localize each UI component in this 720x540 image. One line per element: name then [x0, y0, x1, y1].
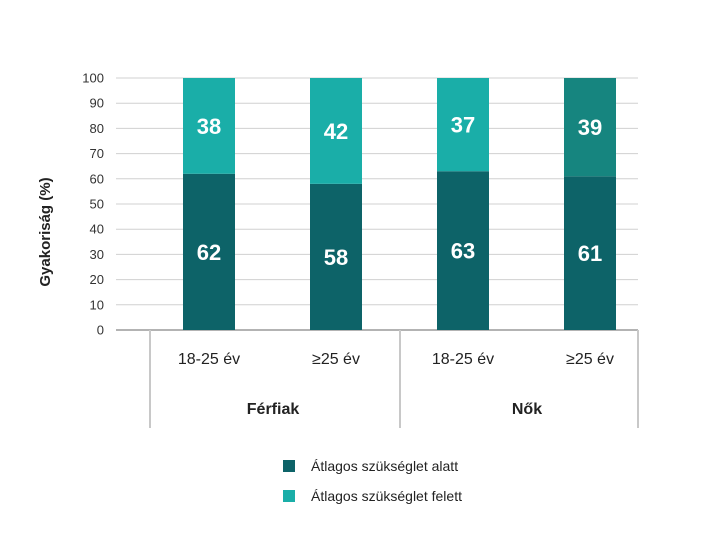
y-axis-ticks: 0 10 20 30 40 50 60 70 80 90 100	[82, 71, 104, 338]
y-tick-label: 90	[90, 96, 104, 111]
bars: 62 38 58 42 63 37 61 39	[183, 78, 616, 330]
x-group-label: Nők	[512, 401, 542, 418]
y-tick-label: 70	[90, 146, 104, 161]
x-tick-label: ≥25 év	[566, 351, 614, 368]
bar-segment	[183, 173, 235, 330]
data-label: 61	[578, 241, 602, 266]
bar-segment	[564, 78, 616, 177]
y-axis-label: Gyakoriság (%)	[37, 177, 54, 286]
y-tick-label: 40	[90, 222, 104, 237]
y-tick-label: 0	[97, 323, 104, 338]
bar-segment	[437, 78, 489, 172]
data-label: 63	[451, 239, 475, 264]
x-tick-label: 18-25 év	[178, 351, 240, 368]
legend-swatch	[283, 460, 295, 472]
x-tick-label: ≥25 év	[312, 351, 360, 368]
data-label: 38	[197, 114, 221, 139]
y-tick-label: 50	[90, 197, 104, 212]
y-tick-label: 20	[90, 272, 104, 287]
data-label: 39	[578, 115, 602, 140]
y-tick-label: 100	[82, 71, 104, 86]
data-label: 37	[451, 113, 475, 138]
legend-label: Átlagos szükséglet felett	[311, 488, 462, 504]
x-group-label: Férfiak	[247, 401, 300, 418]
y-tick-label: 10	[90, 297, 104, 312]
bar-segment	[183, 78, 235, 174]
bar-segment	[437, 171, 489, 330]
data-label: 58	[324, 245, 348, 270]
y-tick-label: 80	[90, 121, 104, 136]
x-axis: 18-25 év ≥25 év 18-25 év ≥25 év Férfiak Nők	[149, 330, 639, 428]
bar-segment	[310, 183, 362, 330]
legend-label: Átlagos szükséglet alatt	[311, 458, 458, 474]
x-tick-label: 18-25 év	[432, 351, 494, 368]
legend-swatch	[283, 490, 295, 502]
y-tick-label: 30	[90, 247, 104, 262]
bar-segment	[564, 176, 616, 330]
legend: Átlagos szükséglet alatt Átlagos szükségl…	[283, 458, 462, 504]
y-tick-label: 60	[90, 171, 104, 186]
data-label: 42	[324, 119, 348, 144]
data-label: 62	[197, 240, 221, 265]
bar-segment	[310, 78, 362, 184]
